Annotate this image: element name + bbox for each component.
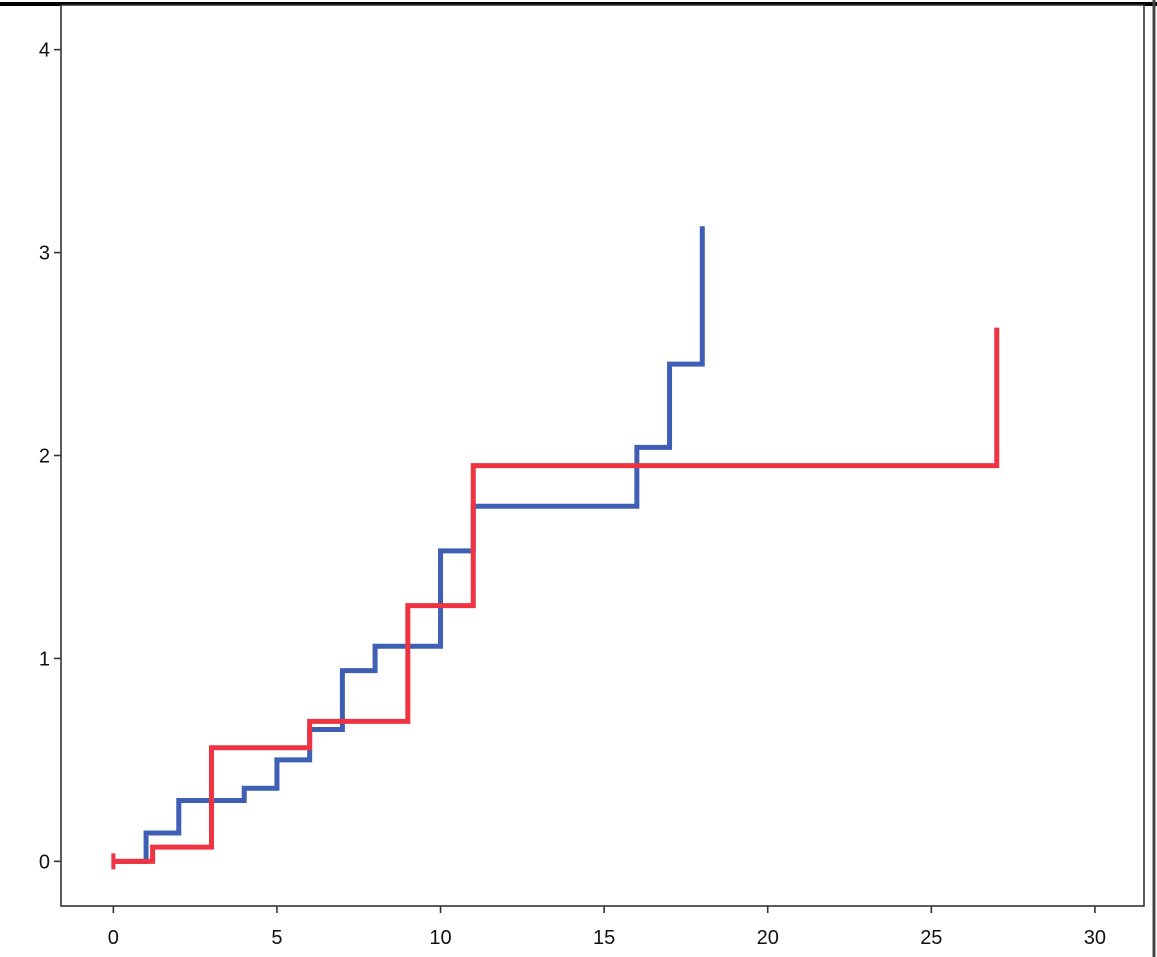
x-tick-label: 20 — [757, 927, 779, 949]
x-tick-label: 5 — [271, 927, 282, 949]
x-tick-label: 15 — [593, 927, 615, 949]
series-1-line — [113, 226, 705, 864]
x-tick-label: 10 — [429, 927, 451, 949]
plot-frame — [60, 4, 1145, 907]
y-axis: 0 1 2 3 4 — [39, 40, 61, 873]
series-layer — [111, 226, 1000, 870]
y-tick-label: 1 — [39, 648, 50, 670]
y-tick-label: 4 — [39, 40, 50, 62]
x-tick-label: 25 — [920, 927, 942, 949]
y-tick-label: 0 — [39, 851, 50, 873]
y-tick-label: 2 — [39, 446, 50, 468]
x-axis: 0 5 10 15 20 25 30 — [108, 906, 1106, 949]
y-tick-label: 3 — [39, 243, 50, 265]
series-2-line — [113, 327, 1000, 864]
x-tick-label: 0 — [108, 927, 119, 949]
x-tick-label: 30 — [1084, 927, 1106, 949]
